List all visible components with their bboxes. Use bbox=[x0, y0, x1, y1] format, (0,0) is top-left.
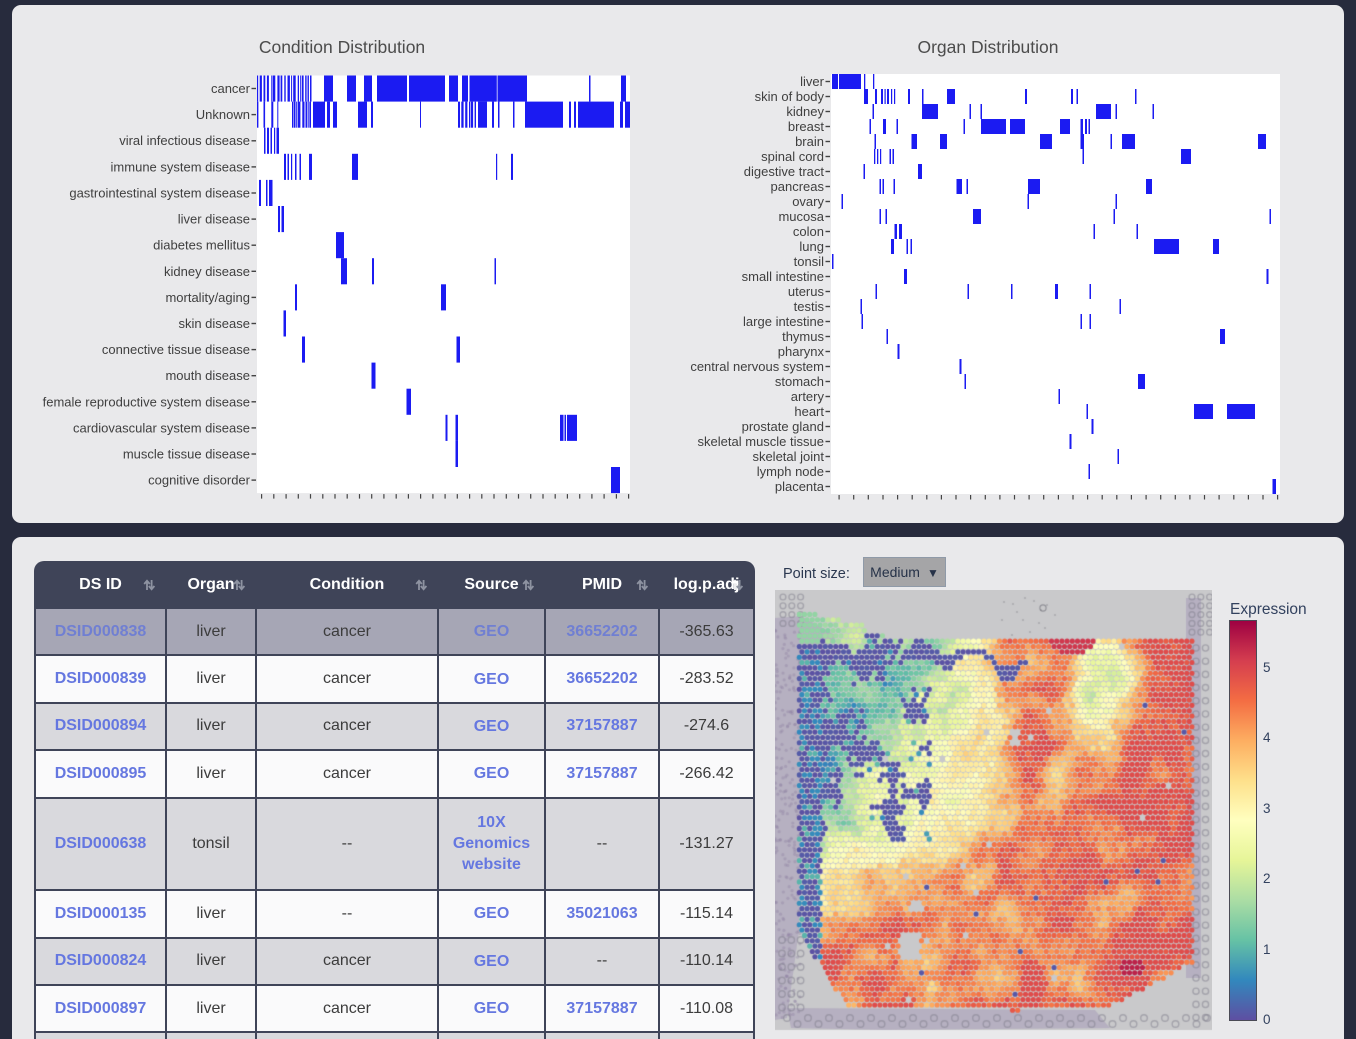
svg-text:spinal cord: spinal cord bbox=[761, 149, 824, 164]
svg-text:muscle tissue disease: muscle tissue disease bbox=[123, 447, 250, 462]
svg-text:thymus: thymus bbox=[782, 329, 824, 344]
svg-text:female reproductive system dis: female reproductive system disease bbox=[43, 394, 250, 409]
svg-text:cancer: cancer bbox=[211, 81, 251, 96]
svg-text:Organ Distribution: Organ Distribution bbox=[917, 37, 1058, 57]
svg-text:skin disease: skin disease bbox=[178, 316, 250, 331]
svg-text:breast: breast bbox=[788, 119, 825, 134]
svg-text:stomach: stomach bbox=[775, 374, 824, 389]
svg-text:lymph node: lymph node bbox=[757, 464, 824, 479]
svg-text:artery: artery bbox=[791, 389, 825, 404]
svg-text:kidney disease: kidney disease bbox=[164, 264, 250, 279]
svg-text:pharynx: pharynx bbox=[778, 344, 825, 359]
svg-text:tonsil: tonsil bbox=[794, 254, 824, 269]
svg-text:colon: colon bbox=[793, 224, 824, 239]
svg-text:cardiovascular system disease: cardiovascular system disease bbox=[73, 420, 250, 435]
svg-text:testis: testis bbox=[794, 299, 825, 314]
svg-text:skin of body: skin of body bbox=[755, 89, 825, 104]
svg-text:diabetes mellitus: diabetes mellitus bbox=[153, 238, 250, 253]
svg-text:pancreas: pancreas bbox=[771, 179, 825, 194]
svg-text:liver disease: liver disease bbox=[178, 212, 250, 227]
svg-text:kidney: kidney bbox=[786, 104, 824, 119]
svg-text:gastrointestinal system diseas: gastrointestinal system disease bbox=[69, 186, 250, 201]
svg-text:uterus: uterus bbox=[788, 284, 825, 299]
svg-text:skeletal joint: skeletal joint bbox=[752, 449, 824, 464]
svg-text:Unknown: Unknown bbox=[196, 107, 250, 122]
svg-text:immune system disease: immune system disease bbox=[111, 159, 250, 174]
svg-text:digestive tract: digestive tract bbox=[744, 164, 825, 179]
svg-text:ovary: ovary bbox=[792, 194, 824, 209]
svg-text:lung: lung bbox=[799, 239, 824, 254]
svg-text:central nervous system: central nervous system bbox=[690, 359, 824, 374]
svg-text:heart: heart bbox=[794, 404, 824, 419]
svg-text:Condition Distribution: Condition Distribution bbox=[259, 37, 425, 57]
svg-text:cognitive disorder: cognitive disorder bbox=[148, 473, 251, 488]
svg-text:prostate gland: prostate gland bbox=[742, 419, 824, 434]
svg-text:viral infectious disease: viral infectious disease bbox=[119, 133, 250, 148]
svg-text:liver: liver bbox=[800, 74, 825, 89]
svg-text:mortality/aging: mortality/aging bbox=[165, 290, 250, 305]
svg-text:small intestine: small intestine bbox=[742, 269, 824, 284]
svg-text:mouth disease: mouth disease bbox=[165, 368, 250, 383]
svg-text:skeletal muscle tissue: skeletal muscle tissue bbox=[698, 434, 824, 449]
svg-text:large intestine: large intestine bbox=[743, 314, 824, 329]
svg-text:placenta: placenta bbox=[775, 479, 825, 494]
svg-text:connective tissue disease: connective tissue disease bbox=[102, 342, 250, 357]
svg-text:mucosa: mucosa bbox=[778, 209, 824, 224]
svg-text:brain: brain bbox=[795, 134, 824, 149]
